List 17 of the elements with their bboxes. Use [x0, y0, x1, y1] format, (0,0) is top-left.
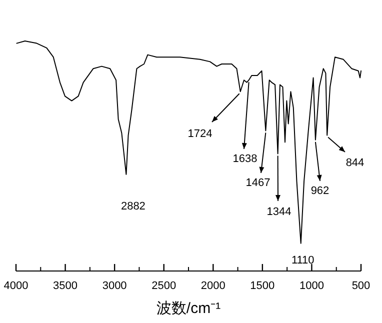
x-tick-label: 2000: [200, 280, 226, 292]
annotation: 1110: [291, 254, 314, 266]
annotation: 1638: [232, 153, 258, 165]
x-tick-label: 500: [352, 280, 370, 292]
x-tick-label: 3000: [102, 280, 127, 292]
annotation: 2882: [120, 200, 146, 212]
x-tick-label: 4000: [4, 280, 28, 292]
x-tick-label: 2500: [152, 280, 176, 292]
annotation: 962: [310, 185, 330, 197]
annotation: 962: [310, 141, 330, 197]
x-tick-label: 1000: [299, 280, 324, 292]
x-axis-title: 波数/cm⁻¹: [156, 300, 221, 317]
annotation: 1724: [188, 128, 212, 140]
x-tick-label: 3500: [53, 280, 78, 292]
x-tick-label: 1500: [250, 280, 275, 292]
annotation: 844: [346, 157, 364, 169]
annotation: 844: [328, 136, 364, 169]
